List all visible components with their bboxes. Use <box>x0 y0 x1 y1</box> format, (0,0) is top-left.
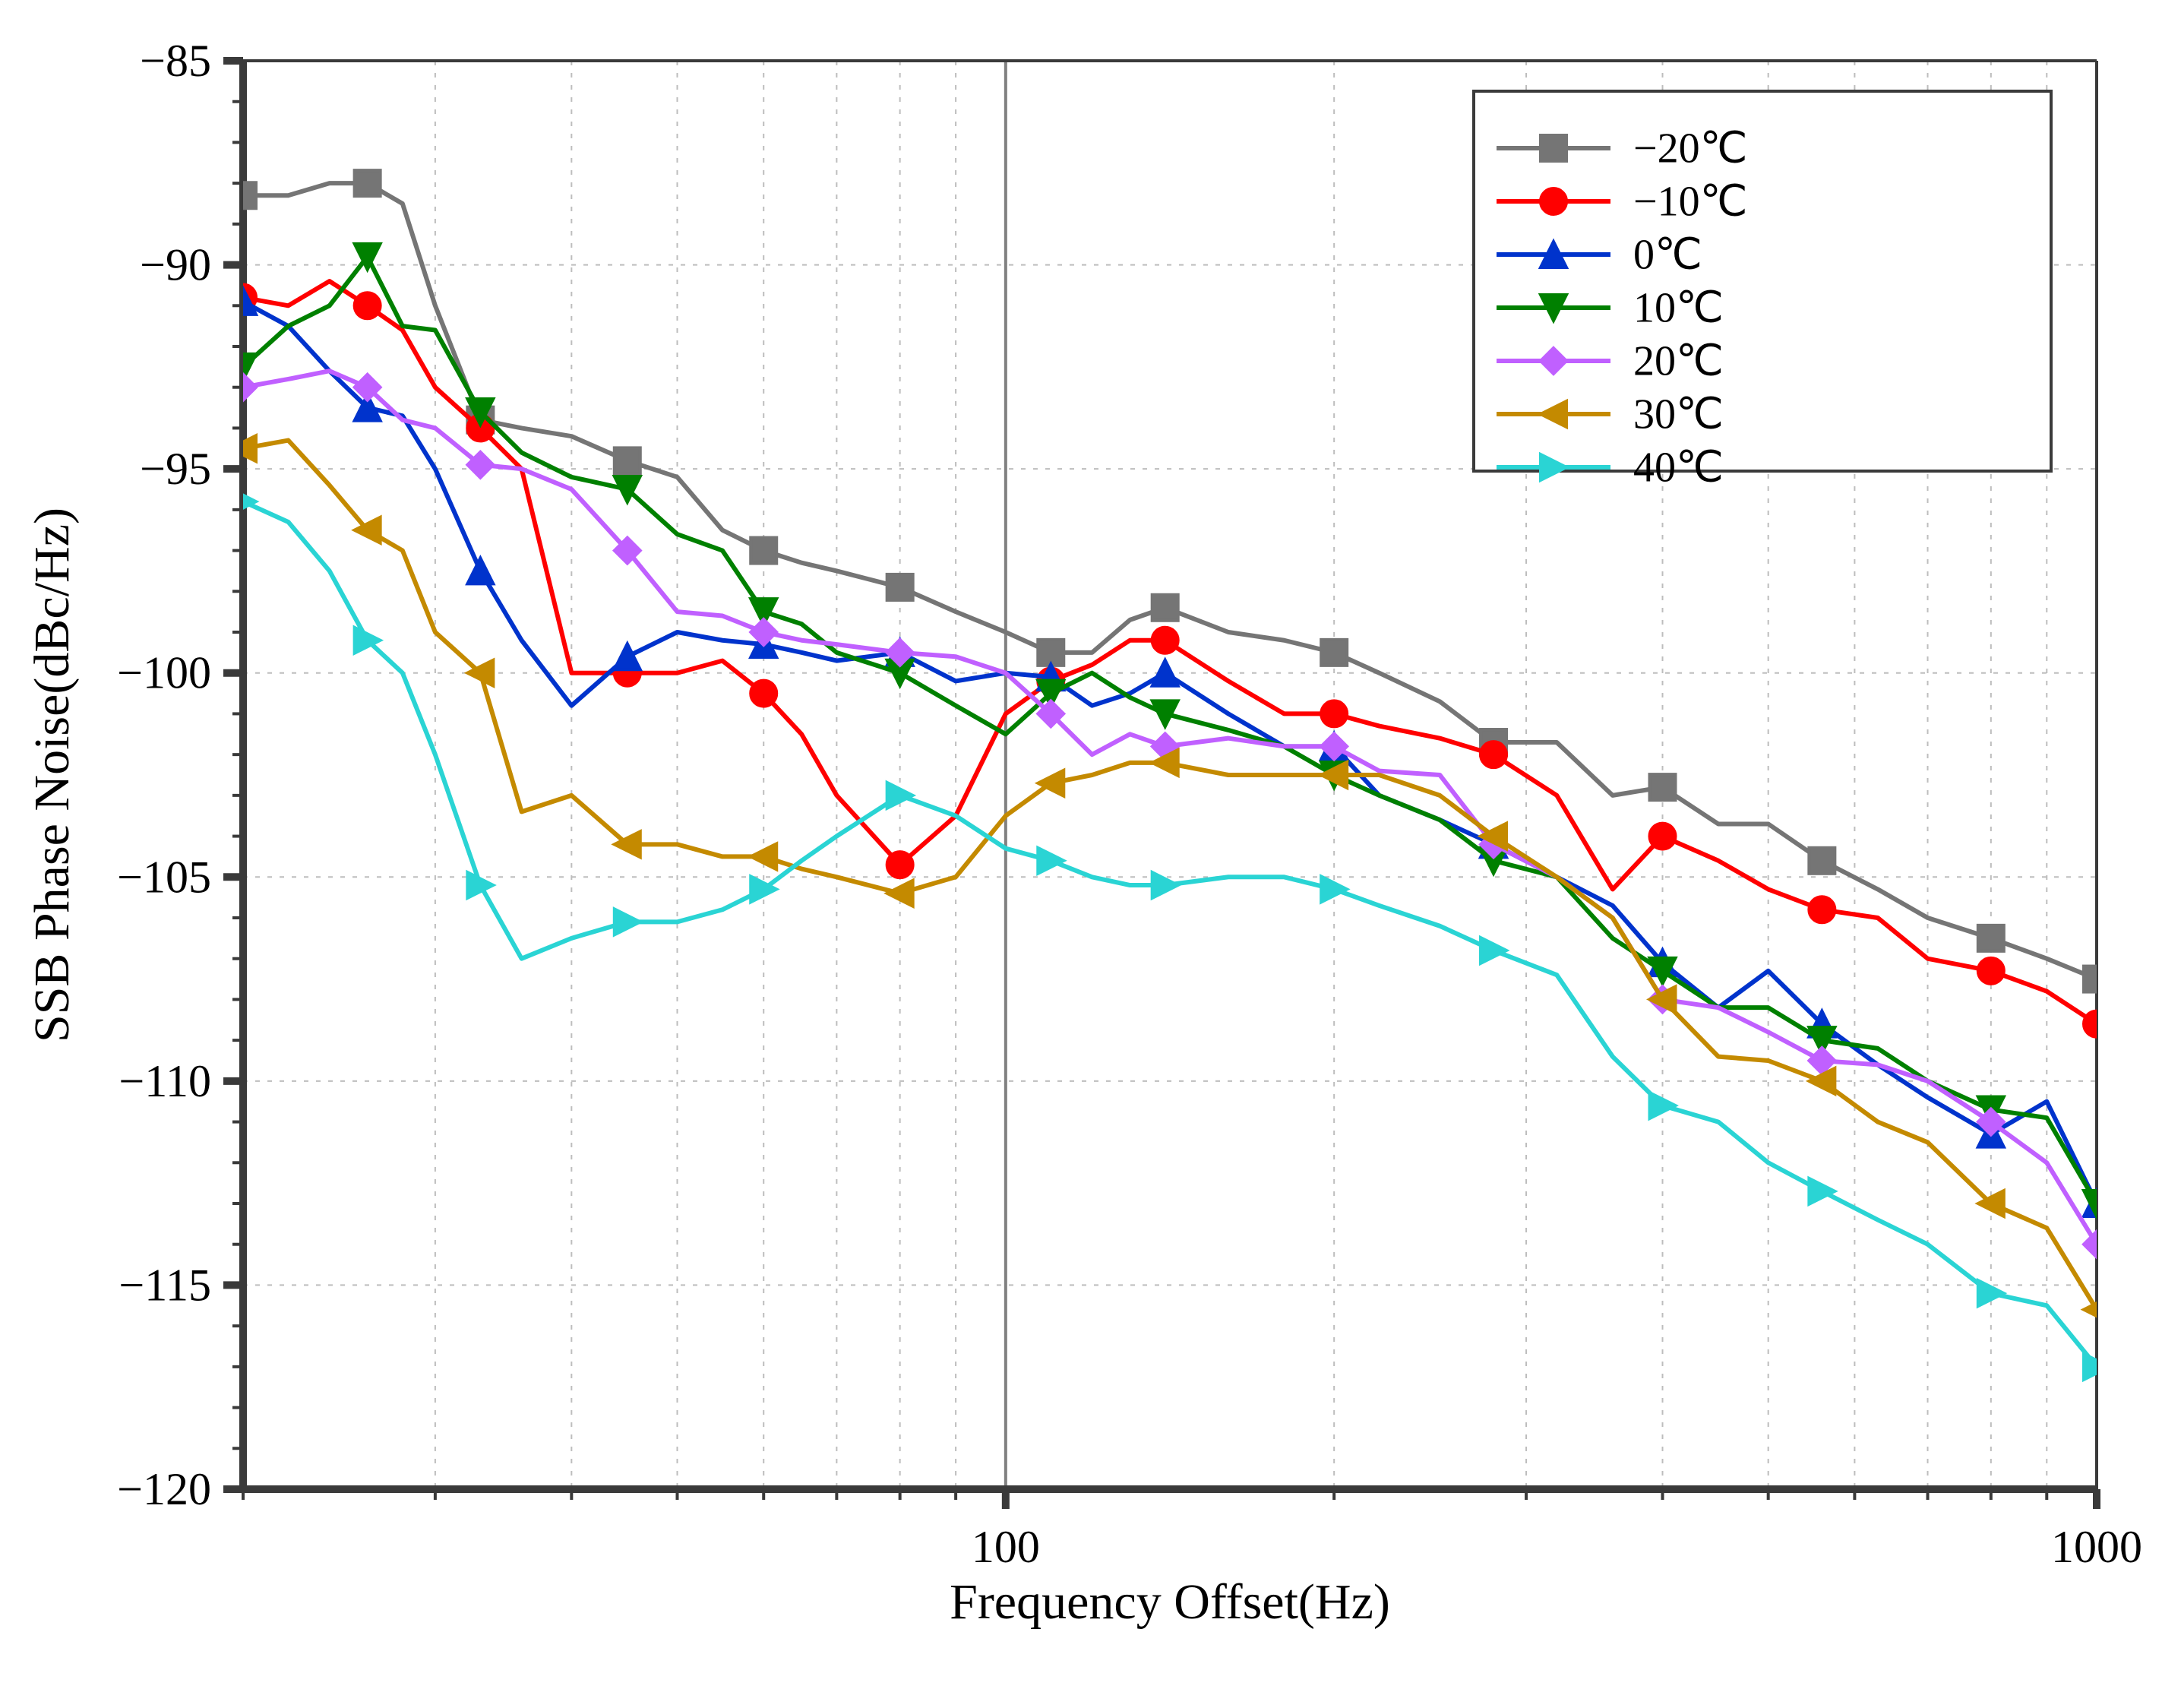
svg-text:−110: −110 <box>119 1056 211 1106</box>
svg-text:−85: −85 <box>140 36 211 86</box>
y-axis-label: SSB Phase Noise(dBc/Hz) <box>24 508 80 1042</box>
svg-text:−95: −95 <box>140 444 211 494</box>
svg-text:−105: −105 <box>117 852 211 902</box>
legend-label: 30℃ <box>1633 391 1724 438</box>
svg-text:−120: −120 <box>117 1464 211 1514</box>
x-axis-label: Frequency Offset(Hz) <box>950 1574 1390 1630</box>
svg-text:100: 100 <box>972 1522 1040 1572</box>
phase-noise-chart: 100 1000 −85 −90 −95 −100 −105 −110 −115 −120 Freq… <box>0 0 2162 1708</box>
legend-label: 10℃ <box>1633 285 1724 332</box>
svg-text:−115: −115 <box>119 1260 211 1310</box>
svg-text:−100: −100 <box>117 648 211 698</box>
legend-label: 20℃ <box>1633 338 1724 385</box>
legend-label: 0℃ <box>1633 232 1702 279</box>
legend-label: 40℃ <box>1633 444 1724 492</box>
svg-text:1000: 1000 <box>2051 1522 2142 1572</box>
legend-label: −10℃ <box>1633 179 1747 226</box>
legend: −20℃ −10℃ 0℃ 10℃ 20℃ 30℃ 40℃ <box>1474 91 2051 492</box>
chart-svg: 100 1000 −85 −90 −95 −100 −105 −110 −115 −120 Freq… <box>0 0 2162 1704</box>
svg-text:−90: −90 <box>140 240 211 290</box>
legend-label: −20℃ <box>1633 125 1747 172</box>
